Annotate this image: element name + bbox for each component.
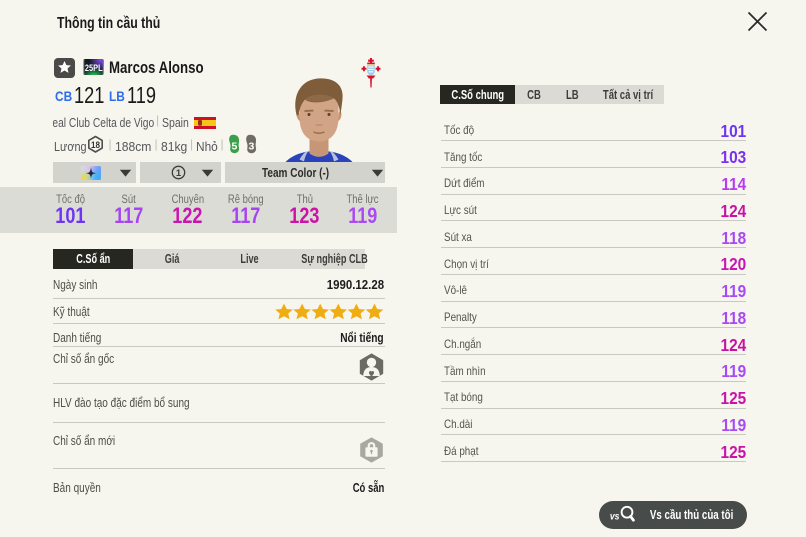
svg-text:vs: vs xyxy=(610,511,620,523)
svg-text:18: 18 xyxy=(91,139,100,149)
svg-text:3: 3 xyxy=(248,141,254,153)
svg-text:1: 1 xyxy=(176,168,182,179)
svg-text:5: 5 xyxy=(231,141,237,153)
